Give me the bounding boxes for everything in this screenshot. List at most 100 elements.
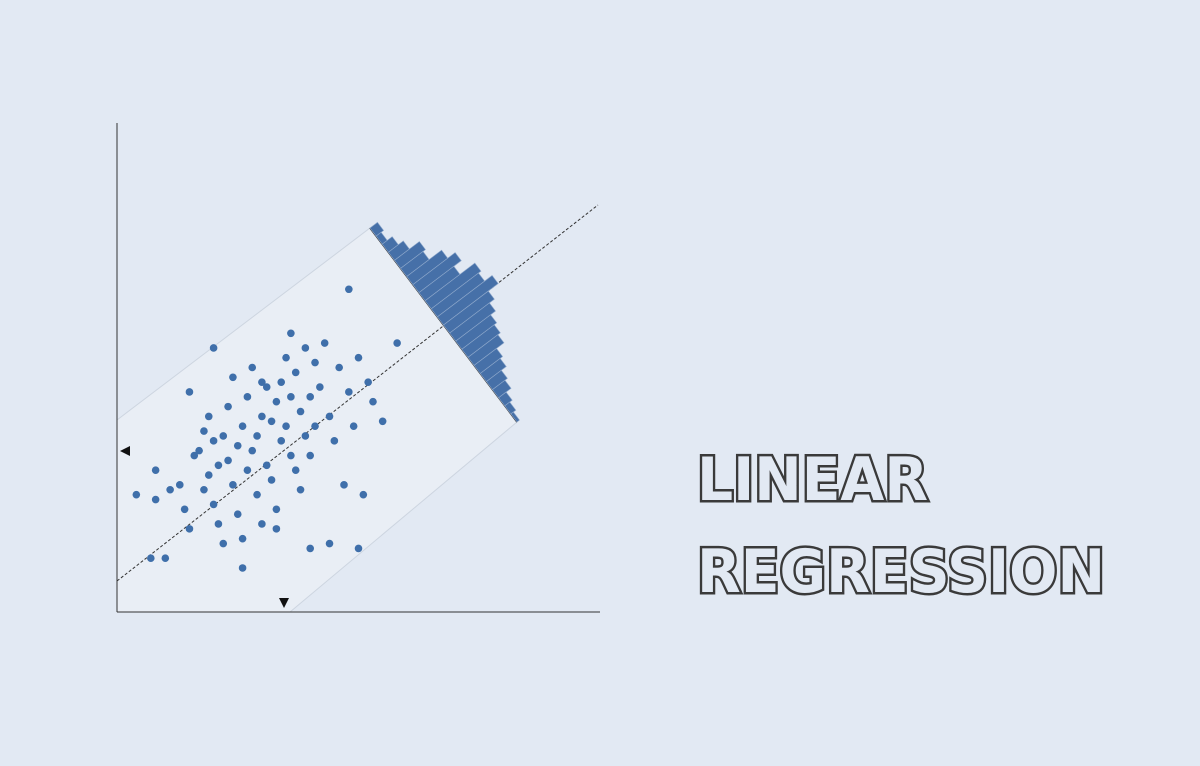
point [262,383,271,391]
histogram-bar [412,252,462,294]
point [132,490,141,499]
point [214,461,223,470]
point [277,378,286,386]
point [238,422,247,430]
point [287,393,295,401]
point [311,358,319,367]
point [209,437,218,445]
point [296,407,305,416]
histogram-bar [479,358,507,383]
point [393,339,401,347]
histogram-bar [485,369,508,391]
point [262,461,271,470]
point [282,353,290,362]
point [233,441,242,450]
point [224,456,232,465]
point [229,481,237,489]
point [248,446,257,455]
histogram-bar [436,275,499,326]
point [306,451,315,460]
point [200,485,208,494]
point [291,368,300,377]
point [204,412,213,421]
point [287,329,295,338]
point [340,481,348,489]
regression-line [116,204,599,582]
point [354,353,363,362]
point [301,432,310,440]
point [306,544,315,553]
point [243,466,252,474]
point [209,500,218,509]
point [335,363,343,372]
point [320,339,329,347]
plot [132,221,520,572]
point [204,471,213,479]
histogram-bar [504,401,517,415]
point [272,397,281,406]
point [364,378,372,386]
marker-x [279,598,289,608]
point [151,466,160,474]
point [267,476,276,484]
point [219,432,228,440]
point [224,402,232,411]
point [151,495,160,504]
point [272,525,281,533]
point [185,388,194,396]
histogram-bar [443,290,495,334]
point [161,554,170,563]
point [147,554,155,563]
histogram-bar [467,334,505,366]
histogram-bar [455,314,498,350]
point [267,417,276,426]
point [296,485,305,494]
point [243,393,252,401]
heading-line: REGRESSION [697,537,1105,607]
histogram-bar [461,324,501,358]
point [330,437,339,445]
point [282,422,290,430]
point [378,417,387,426]
point [287,451,295,460]
heading-line: LINEAR [697,445,928,515]
point [345,285,353,294]
histogram-bar [424,262,482,310]
point [209,344,218,352]
point [238,564,247,572]
point [219,539,228,548]
point [325,412,334,421]
point [200,427,208,435]
point [229,373,237,382]
point [253,432,261,440]
point [306,393,315,401]
histogram-bar [449,302,496,342]
point [166,485,174,494]
point [316,383,324,391]
point [175,481,184,489]
point [190,451,199,460]
point [248,363,257,372]
point [233,510,242,518]
point [354,544,363,553]
histogram-bar [394,241,426,269]
point [272,505,281,514]
point [238,534,247,543]
point [359,490,368,499]
point [258,378,266,386]
histogram-bar [473,348,504,374]
point [369,397,377,406]
point [258,520,266,528]
point [349,422,358,430]
point [291,466,300,474]
point [311,422,319,430]
point [185,525,194,533]
point [325,539,334,548]
point [277,437,286,445]
point [195,446,203,455]
histogram-bar [510,411,520,423]
marker-y [120,446,130,456]
point [253,490,261,499]
histogram-bar [492,379,512,399]
